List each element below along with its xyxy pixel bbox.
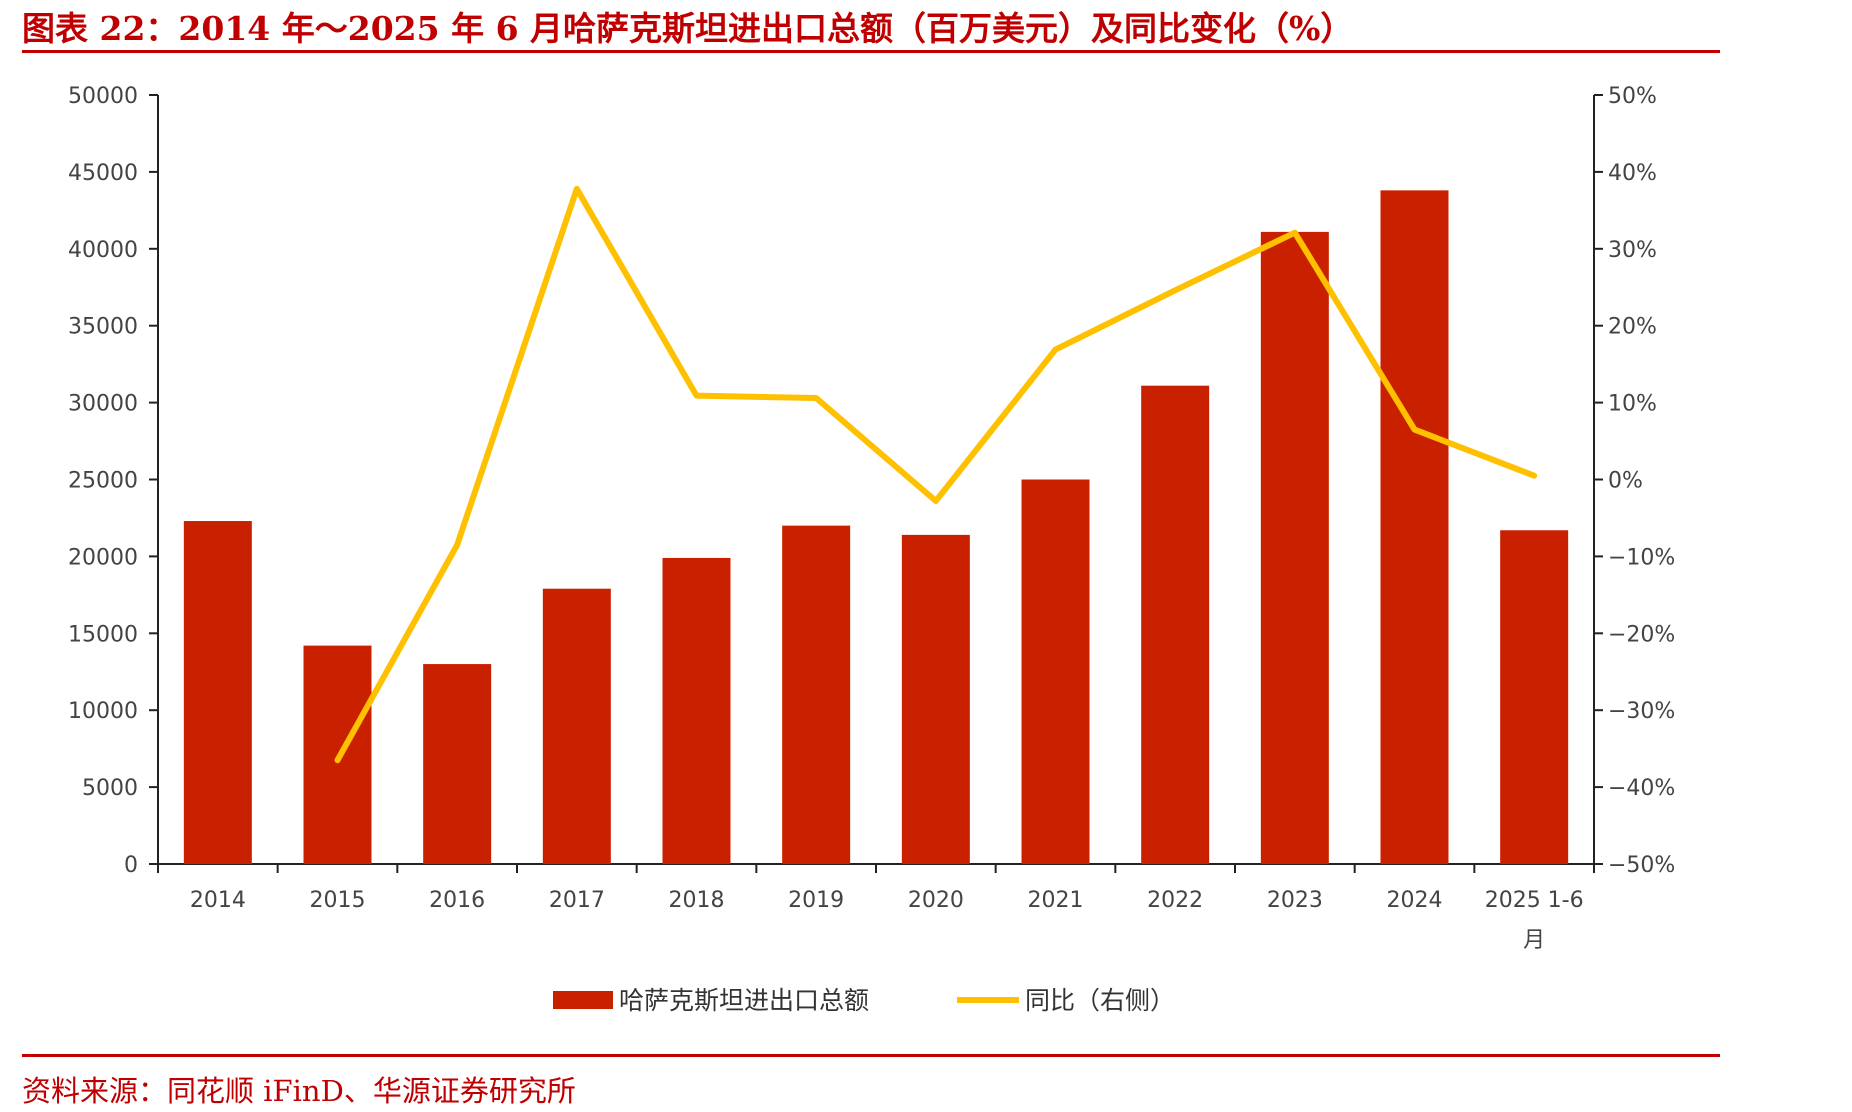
line-point <box>456 543 459 546</box>
line-point <box>815 396 818 399</box>
bar <box>1141 385 1210 864</box>
right-axis-tick-label: 20% <box>1608 315 1657 340</box>
left-axis-tick-label: 50000 <box>68 84 138 109</box>
bar <box>542 588 611 864</box>
line-point <box>695 394 698 397</box>
bar <box>1500 530 1569 864</box>
bar <box>1021 479 1090 864</box>
right-axis-tick-label: −20% <box>1608 622 1675 647</box>
left-axis-tick-label: 5000 <box>82 776 138 801</box>
line-series <box>334 185 1538 764</box>
right-axis-tick-label: −50% <box>1608 853 1675 878</box>
line-point <box>1174 289 1177 292</box>
left-axis-tick-label: 0 <box>124 853 138 878</box>
left-axis-tick-label: 15000 <box>68 622 138 647</box>
line-point <box>1533 474 1536 477</box>
x-axis-tick-label: 2020 <box>908 888 964 913</box>
bar <box>901 534 970 864</box>
title-divider <box>22 50 1720 53</box>
bar <box>1260 231 1329 864</box>
chart-axes: 0 5000 10000 15000 20000 25000 30000 35000 40000… <box>68 84 1675 878</box>
bar-series <box>183 190 1569 864</box>
left-axis-tick-label: 35000 <box>68 315 138 340</box>
x-axis-tick-label: 2021 <box>1028 888 1084 913</box>
left-axis-tick-label: 45000 <box>68 161 138 186</box>
line-point <box>575 187 578 190</box>
x-axis-labels: 2014 2015 2016 2017 2018 2019 2020 2021 2022 2023… <box>190 888 1584 953</box>
source-note: 资料来源：同花顺 iFinD、华源证券研究所 <box>22 1074 576 1108</box>
x-axis-tick-label: 2024 <box>1387 888 1443 913</box>
legend-label-line: 同比（右侧） <box>1025 986 1175 1015</box>
bar <box>662 557 731 864</box>
left-axis-tick-label: 10000 <box>68 699 138 724</box>
line-point <box>1413 428 1416 431</box>
right-axis-tick-label: −10% <box>1608 545 1675 570</box>
bar <box>423 664 492 864</box>
line-point <box>934 500 937 503</box>
line-point <box>336 759 339 762</box>
footer-divider <box>22 1054 1720 1057</box>
right-axis-tick-label: 40% <box>1608 161 1657 186</box>
chart-title: 图表 22：2014 年～2025 年 6 月哈萨克斯坦进出口总额（百万美元）及… <box>22 9 1354 48</box>
right-axis-tick-label: −30% <box>1608 699 1675 724</box>
left-axis-tick-label: 25000 <box>68 469 138 494</box>
x-axis-tick-label: 2022 <box>1147 888 1203 913</box>
x-axis-tick-label: 2016 <box>429 888 485 913</box>
legend-label-bar: 哈萨克斯坦进出口总额 <box>619 986 869 1015</box>
left-axis-tick-label: 40000 <box>68 238 138 263</box>
right-axis-tick-label: 30% <box>1608 238 1657 263</box>
right-axis-tick-label: 10% <box>1608 392 1657 417</box>
right-axis-tick-label: 0% <box>1608 469 1643 494</box>
x-axis-tick-label: 2019 <box>788 888 844 913</box>
x-axis-tick-label: 2017 <box>549 888 605 913</box>
line-point <box>1293 231 1296 234</box>
chart-legend: 哈萨克斯坦进出口总额 同比（右侧） <box>553 986 1175 1015</box>
x-axis-tick-label: 2023 <box>1267 888 1323 913</box>
bar <box>1380 190 1449 864</box>
x-axis-tick-label: 2025 1-6 <box>1485 888 1584 913</box>
legend-swatch-bar <box>553 991 613 1009</box>
bar <box>782 525 851 864</box>
left-axis-tick-label: 20000 <box>68 545 138 570</box>
left-axis-tick-label: 30000 <box>68 392 138 417</box>
x-axis-tick-label: 2014 <box>190 888 246 913</box>
x-axis-tick-label: 2015 <box>310 888 366 913</box>
right-axis-tick-label: −40% <box>1608 776 1675 801</box>
line-point <box>1054 348 1057 351</box>
right-axis-tick-label: 50% <box>1608 84 1657 109</box>
combo-chart: 0 5000 10000 15000 20000 25000 30000 35000 40000… <box>68 84 1675 1015</box>
bar <box>183 521 252 864</box>
x-axis-tick-label: 2018 <box>669 888 725 913</box>
x-axis-tick-label: 月 <box>1523 928 1545 953</box>
